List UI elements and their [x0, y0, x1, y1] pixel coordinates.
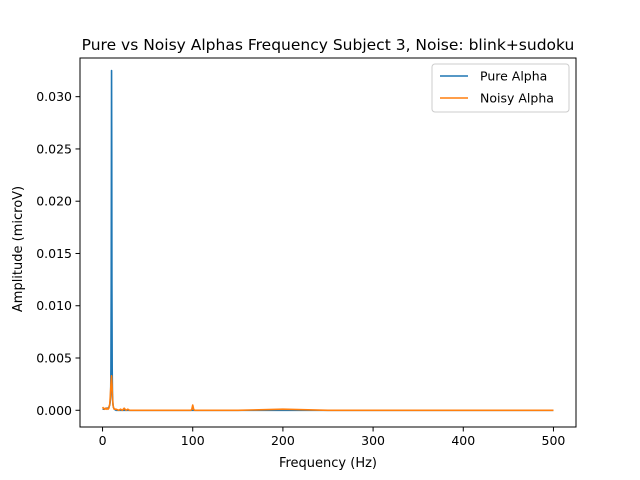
axis-ticks: 0 100 200 300 400 500 0.000 0.005 0.010 0.015 0.02…	[36, 89, 565, 448]
y-tick-label: 0.000	[36, 403, 72, 418]
series-line-noisy-alpha	[101, 374, 554, 412]
x-tick-label: 400	[451, 433, 475, 448]
y-tick-label: 0.010	[36, 298, 72, 313]
x-tick-label: 0	[99, 433, 107, 448]
x-tick-label: 300	[361, 433, 385, 448]
x-tick-label: 100	[181, 433, 205, 448]
x-tick-label: 200	[271, 433, 295, 448]
y-axis-label: Amplitude (microV)	[11, 186, 26, 312]
plot-area	[79, 57, 577, 428]
legend-label: Noisy Alpha	[480, 91, 554, 106]
legend-label: Pure Alpha	[480, 69, 547, 84]
y-tick-label: 0.020	[36, 194, 72, 209]
y-tick-label: 0.025	[36, 141, 72, 156]
y-tick-label: 0.005	[36, 351, 72, 366]
y-tick-label: 0.015	[36, 246, 72, 261]
axes-frame	[79, 57, 577, 428]
y-tick-label: 0.030	[36, 89, 72, 104]
legend: Pure Alpha Noisy Alpha	[431, 63, 570, 113]
chart-title: Pure vs Noisy Alphas Frequency Subject 3…	[82, 36, 575, 54]
x-tick-label: 500	[542, 433, 566, 448]
x-axis-label: Frequency (Hz)	[279, 456, 377, 471]
